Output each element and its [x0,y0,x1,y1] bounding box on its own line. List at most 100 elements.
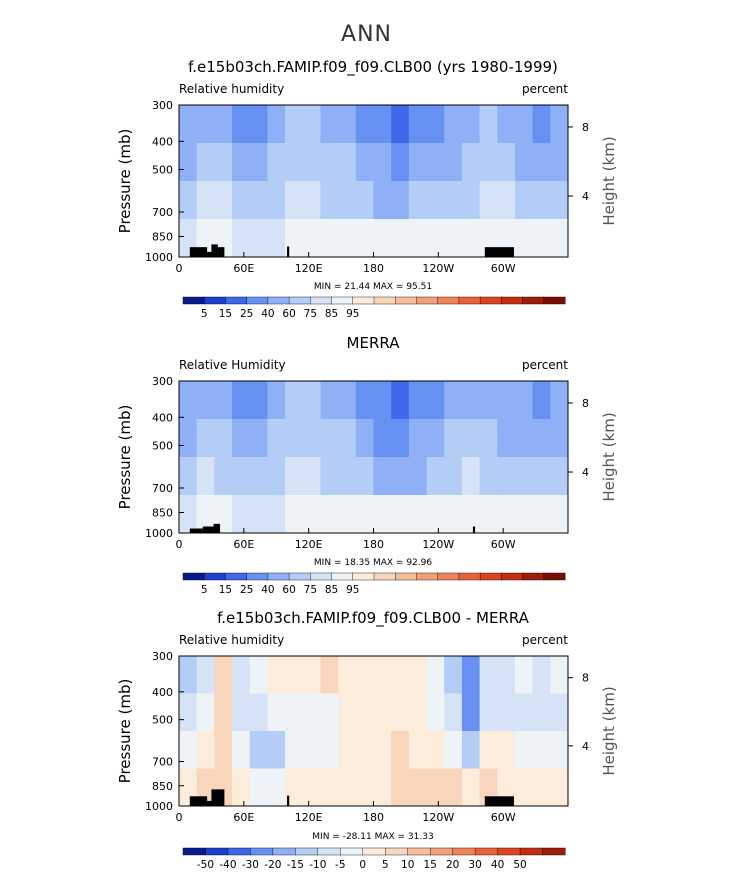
heatmap-cell [232,693,251,732]
heatmap-cell [302,219,322,257]
heatmap-cell [285,731,304,770]
heatmap-cell [196,381,215,420]
x-tick-label: 0 [176,262,183,275]
heatmap-cell [196,731,215,770]
heatmap-cell [391,693,410,732]
colorbar-label: 10 [401,859,414,871]
heatmap-cell [196,419,215,458]
colorbar-swatch [437,572,460,581]
heatmap-cell [514,181,534,220]
heatmap-cell [426,731,445,770]
units-label: percent [522,82,568,96]
heatmap-cell [532,419,551,458]
heatmap-cell [285,381,304,420]
colorbar-swatch [225,296,248,305]
heatmap-cell [320,143,339,182]
y2-tick-label: 8 [582,672,589,685]
heatmap-cell [373,731,392,770]
heatmap-cell [444,381,463,420]
colorbar-swatch [395,572,417,581]
heatmap-cell [444,105,463,144]
heatmap-cell [232,656,251,695]
colorbar-swatch [522,572,545,581]
colorbar-label: -15 [287,859,304,871]
heatmap-cell [355,656,375,695]
heatmap-cell [179,419,198,458]
colorbar-swatch [407,847,431,856]
y2-tick-label: 8 [582,121,589,134]
colorbar-label: -50 [197,859,214,871]
heatmap-cell [196,181,215,220]
min-max-stats: MIN = 18.35 MAX = 92.96 [314,558,432,568]
heatmap-cell [550,457,568,496]
colorbar-label: -30 [242,859,259,871]
heatmap-cell [532,381,551,420]
page-title: ANN [341,22,392,47]
colorbar-swatch [205,847,229,856]
heatmap-cell [196,656,215,695]
colorbar-swatch [497,847,521,856]
colorbar-label: 15 [423,859,436,871]
colorbar-label: 95 [346,584,359,596]
colorbar-swatch [416,296,439,305]
heatmap-cell [408,656,428,695]
colorbar-swatch [225,572,248,581]
heatmap-cell [285,181,304,220]
heatmap-cell [232,768,251,806]
heatmap-cell [338,731,357,770]
x-tick-label: 120W [422,262,454,275]
heatmap-cell [461,105,481,144]
x-tick-label: 0 [176,538,183,551]
y-tick-label: 850 [152,230,173,243]
heatmap-cell [373,495,392,533]
heatmap-cell [444,457,463,496]
colorbar-swatch [373,296,396,305]
land-block [484,796,514,806]
heatmap-cell [479,419,498,458]
heatmap-cell [249,693,269,732]
land-block [211,789,225,806]
heatmap-cell [267,693,286,732]
heatmap-cell [514,768,534,806]
heatmap-cell [479,181,498,220]
y2-tick-label: 4 [582,190,589,203]
colorbar: -50 -40 -30 -20 -15 -10 -5 0 5 10 15 20 30 40 50 [182,847,566,871]
heatmap-cell [408,768,428,806]
heatmap-cell [355,768,375,806]
heatmap-cell [285,768,304,806]
colorbar-label: 40 [261,308,274,320]
y-axis: 300 400 500 700 850 1000 [145,650,184,813]
variable-label: Relative Humidity [179,358,286,372]
heatmap-cell [214,143,233,182]
heatmap-cell [373,656,392,695]
heatmap-cell [373,419,392,458]
colorbar-swatch [479,572,502,581]
colorbar-swatch [474,847,499,856]
heatmap-cell [497,105,516,144]
colorbar-label: 85 [325,584,338,596]
heatmap-cell [214,495,233,533]
heatmap-cell [338,693,357,732]
heatmap-cell [444,768,463,806]
variable-label: Relative humidity [179,82,284,96]
heatmap-cell [514,143,534,182]
heatmap-cell [355,219,375,257]
heatmap-cell [532,219,551,257]
heatmap-cell [232,105,251,144]
heatmap-cell [249,219,269,257]
panel-merra: MERRA Relative Humidity percent 30040050… [116,334,618,596]
land-block [472,526,476,533]
heatmap-cell [320,457,339,496]
heatmap-cell [497,419,516,458]
y2-tick-label: 8 [582,397,589,410]
heatmap-cell [373,768,392,806]
heatmap-cell [497,457,516,496]
colorbar-swatch [204,296,226,305]
y2-axis-title: Height (km) [600,412,618,501]
land-block [189,247,208,257]
heatmap-cell [267,181,286,220]
heatmap-cell [214,105,233,144]
colorbar-swatch [267,572,290,581]
y2-axis-title: Height (km) [600,686,618,775]
heatmap-cell [514,656,534,695]
